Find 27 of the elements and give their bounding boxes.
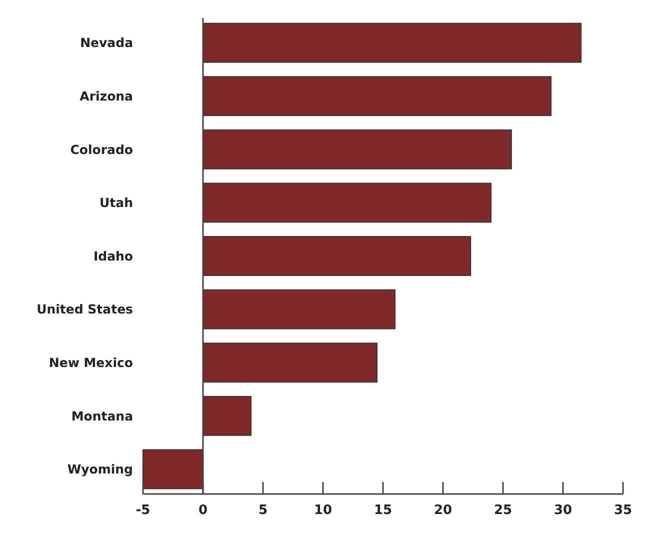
- bar: [202, 289, 396, 330]
- x-tick-label: 10: [314, 503, 332, 518]
- y-tick-label: New Mexico: [48, 354, 134, 370]
- bar: [202, 342, 378, 383]
- bar: [202, 182, 492, 223]
- y-tick-label: Idaho: [93, 248, 134, 264]
- bar: [202, 236, 472, 276]
- y-tick-label: Arizona: [80, 88, 133, 104]
- bar: [202, 129, 512, 170]
- y-tick-label: Colorado: [70, 142, 134, 157]
- x-tick-label: 0: [198, 503, 208, 518]
- bar: [202, 396, 252, 436]
- x-tick-label: 25: [494, 503, 512, 518]
- x-tick-label: 20: [434, 503, 452, 518]
- y-tick-label: Utah: [100, 195, 133, 210]
- x-tick-label: 15: [374, 503, 392, 518]
- x-tick-label: 30: [554, 503, 572, 518]
- bar: [142, 449, 204, 490]
- y-tick-label: Nevada: [80, 35, 133, 50]
- x-tick-label: -5: [136, 503, 150, 518]
- y-tick-label: United States: [36, 302, 133, 317]
- x-tick-label: 5: [258, 503, 268, 518]
- bar: [202, 22, 582, 63]
- x-tick-label: 35: [614, 503, 632, 518]
- y-tick-label: Montana: [71, 408, 133, 424]
- bar: [202, 76, 552, 116]
- y-tick-label: Wyoming: [67, 462, 133, 477]
